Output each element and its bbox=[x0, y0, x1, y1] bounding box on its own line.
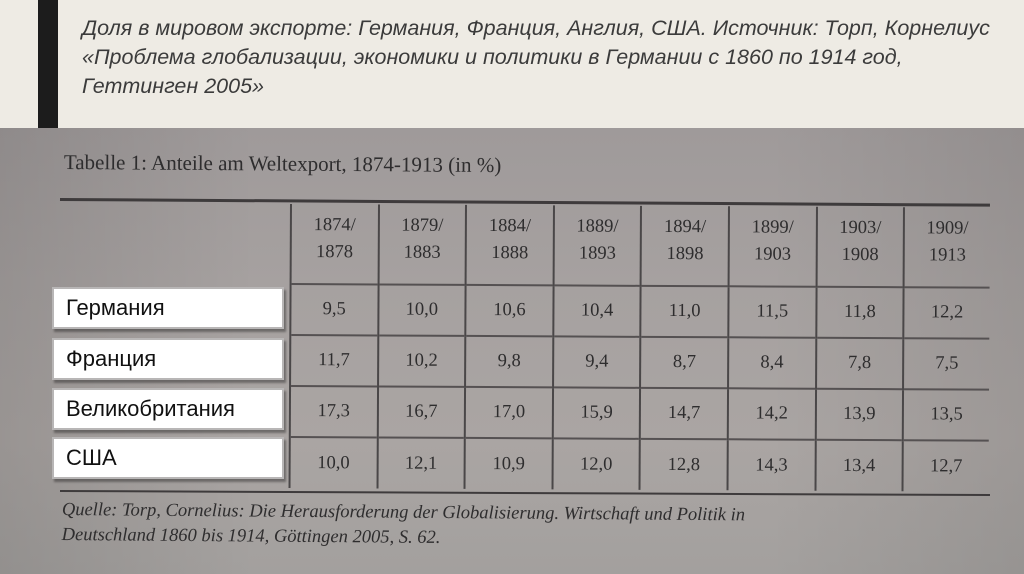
table-caption: Tabelle 1: Anteile am Weltexport, 1874-1… bbox=[63, 150, 502, 178]
table-cell: 11,8 bbox=[815, 286, 904, 339]
row-label-britain: Великобритания bbox=[52, 388, 284, 430]
table-cell: 14,2 bbox=[727, 388, 816, 440]
slide-title: Доля в мировом экспорте: Германия, Франц… bbox=[82, 16, 990, 98]
table-cell: 9,4 bbox=[552, 336, 641, 388]
header-row: 1874/1878 1879/1883 1884/1888 1889/1893 … bbox=[290, 204, 990, 288]
column-header: 1894/1898 bbox=[641, 205, 730, 287]
table-cell: 13,9 bbox=[815, 388, 904, 441]
table-cell: 14,3 bbox=[727, 439, 816, 491]
table-cell: 15,9 bbox=[552, 387, 641, 439]
table-cell: 9,5 bbox=[290, 284, 379, 336]
table-cell: 8,4 bbox=[728, 337, 816, 389]
table-cell: 16,7 bbox=[377, 386, 466, 438]
column-header: 1879/1883 bbox=[378, 204, 467, 285]
table-cell: 7,8 bbox=[815, 337, 904, 390]
table-row-usa: 10,0 12,1 10,9 12,0 12,8 14,3 13,4 12,7 bbox=[289, 437, 989, 492]
table-cell: 11,5 bbox=[728, 286, 817, 338]
table-cell: 10,0 bbox=[377, 284, 466, 336]
column-header: 1874/1878 bbox=[290, 204, 379, 285]
table-cell: 12,2 bbox=[903, 287, 990, 339]
table-row-france: 11,7 10,2 9,8 9,4 8,7 8,4 7,8 7,5 bbox=[290, 335, 990, 390]
slide-header: Доля в мировом экспорте: Германия, Франц… bbox=[0, 0, 1024, 128]
table-cell: 13,4 bbox=[815, 439, 904, 492]
table-cell: 10,4 bbox=[553, 285, 642, 337]
table-cell: 17,3 bbox=[289, 386, 378, 438]
table-photo: Tabelle 1: Anteile am Weltexport, 1874-1… bbox=[0, 128, 1024, 574]
table-cell: 8,7 bbox=[640, 336, 729, 389]
table-cell: 11,0 bbox=[640, 285, 729, 338]
table-wrapper: 1874/1878 1879/1883 1884/1888 1889/1893 … bbox=[289, 204, 990, 494]
table-cell: 14,7 bbox=[640, 387, 729, 440]
table-cell: 12,7 bbox=[902, 440, 989, 492]
table-cell: 12,1 bbox=[377, 437, 465, 489]
table-cell: 10,0 bbox=[289, 437, 378, 489]
table-cell: 10,2 bbox=[377, 335, 466, 387]
table-row-britain: 17,3 16,7 17,0 15,9 14,7 14,2 13,9 13,5 bbox=[289, 386, 990, 441]
table-cell: 9,8 bbox=[465, 335, 554, 388]
table-cell: 7,5 bbox=[903, 338, 990, 390]
accent-bar bbox=[38, 0, 58, 128]
table-cell: 12,8 bbox=[639, 438, 728, 491]
table-cell: 10,9 bbox=[464, 437, 553, 490]
column-header: 1889/1893 bbox=[553, 205, 642, 286]
row-label-germany: Германия bbox=[52, 287, 284, 329]
table-cell: 10,6 bbox=[465, 284, 554, 337]
column-header: 1899/1903 bbox=[728, 206, 817, 287]
row-label-usa: США bbox=[52, 437, 284, 479]
column-header: 1909/1913 bbox=[903, 207, 990, 288]
table-cell: 13,5 bbox=[903, 389, 990, 441]
table-cell: 12,0 bbox=[552, 438, 641, 490]
table-cell: 11,7 bbox=[290, 335, 378, 387]
source-note: Quelle: Torp, Cornelius: Die Herausforde… bbox=[62, 498, 1002, 555]
column-header: 1903/1908 bbox=[816, 206, 905, 288]
row-label-france: Франция bbox=[52, 338, 284, 380]
export-share-table: 1874/1878 1879/1883 1884/1888 1889/1893 … bbox=[289, 204, 990, 492]
column-header: 1884/1888 bbox=[465, 204, 554, 286]
table-row-germany: 9,5 10,0 10,6 10,4 11,0 11,5 11,8 12,2 bbox=[290, 284, 990, 339]
table-cell: 17,0 bbox=[464, 386, 553, 439]
